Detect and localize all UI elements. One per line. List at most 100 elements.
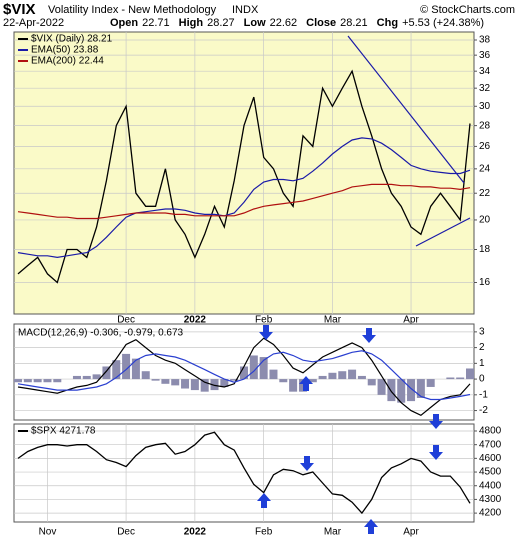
histogram-bar [122,353,131,380]
histogram-bar [338,371,347,380]
histogram-bar [14,379,22,383]
copyright: © StockCharts.com [420,4,515,16]
histogram-bar [23,379,32,383]
x-tick-label: Apr [403,527,419,538]
y-tick-label: 34 [479,66,491,77]
histogram-bar [407,379,416,402]
histogram-bar [141,371,150,380]
histogram-bar [131,358,140,380]
y-tick-label: 2 [479,342,485,353]
x-tick-label: 2022 [184,527,207,538]
y-tick-label: 4400 [479,480,502,491]
histogram-bar [92,374,101,380]
histogram-bar [466,368,474,380]
arrow-up [364,519,378,534]
histogram-bar [230,379,239,381]
histogram-bar [200,379,209,392]
histogram-bar [289,379,298,392]
y-tick-label: 26 [479,141,491,152]
y-tick-label: 4500 [479,467,502,478]
histogram-bar [397,379,406,403]
histogram-bar [112,360,121,380]
date: 22-Apr-2022 [3,17,64,29]
legend-entry: $VIX (Daily) 28.21 [31,34,113,45]
histogram-bar [249,355,258,380]
histogram-bar [456,377,465,380]
x-tick-label: Mar [324,527,342,538]
y-tick-label: 4600 [479,453,502,464]
y-tick-label: 32 [479,83,491,94]
y-tick-label: 20 [479,215,491,226]
y-tick-label: 16 [479,277,491,288]
y-tick-label: -1 [479,389,488,400]
y-tick-label: 4300 [479,494,502,505]
series-line [17,183,471,220]
histogram-bar [82,375,91,380]
histogram-bar [446,377,455,380]
arrow-down [429,414,443,429]
histogram-bar [377,379,386,395]
histogram-bar [33,379,42,383]
histogram-bar [259,357,268,380]
quote-label: Low [244,17,266,29]
histogram-bar [220,379,229,387]
arrow-down [300,456,314,471]
series-line [17,431,471,515]
histogram-bar [387,379,396,402]
y-tick-label: 38 [479,35,491,46]
histogram-bar [416,379,425,398]
x-tick-label: Feb [255,527,273,538]
histogram-bar [328,372,337,380]
series-line [17,69,471,284]
histogram-bar [308,379,317,383]
x-tick-label: Dec [117,315,135,326]
arrow-up [299,376,313,391]
y-tick-label: 18 [479,244,491,255]
legend-entry: EMA(200) 22.44 [31,56,104,67]
y-tick-label: 22 [479,188,491,199]
quote: Open 22.71 High 28.27 Low 22.62 Close 28.21 Chg +… [110,17,484,29]
y-tick-label: -2 [479,405,488,416]
panel [13,423,475,523]
quote-value: 28.27 [207,17,235,29]
arrow-down [362,328,376,343]
panel [13,31,475,315]
histogram-bar [181,379,190,389]
y-tick-label: 28 [479,120,491,131]
histogram-bar [171,379,180,386]
quote-value: +5.53 (+24.38%) [402,17,484,29]
panel-label: MACD(12,26,9) -0.306, -0.979, 0.673 [18,328,184,339]
quote-value: 22.62 [270,17,298,29]
y-tick-label: 1 [479,358,485,369]
arrow-down [429,445,443,460]
histogram-bar [298,379,307,392]
trendline [347,35,465,184]
x-tick-label: 2022 [184,315,207,326]
histogram-bar [102,366,111,380]
histogram-bar [367,379,376,386]
legend-entry: $SPX 4271.78 [31,426,96,437]
y-tick-label: 4700 [479,439,502,450]
x-tick-label: Mar [324,315,342,326]
series-line [17,137,471,259]
legend-entry: EMA(50) 23.88 [31,45,99,56]
arrow-up [257,493,271,508]
quote-value: 22.71 [142,17,170,29]
x-tick-label: Feb [255,315,273,326]
histogram-bar [190,379,199,391]
series-line [17,337,471,417]
signal-arrows [257,325,443,534]
y-tick-label: 0 [479,374,485,385]
series-line [17,350,471,401]
quote-label: Chg [377,17,398,29]
y-tick-label: 4800 [479,426,502,437]
exchange: INDX [232,4,259,16]
histogram-bar [240,366,248,380]
y-tick-label: 24 [479,163,491,174]
y-tick-label: 36 [479,50,491,61]
trendline [415,217,471,247]
histogram-bar [426,379,435,387]
histogram-bar [318,375,327,380]
x-tick-label: Apr [403,315,419,326]
quote-label: Close [306,17,336,29]
